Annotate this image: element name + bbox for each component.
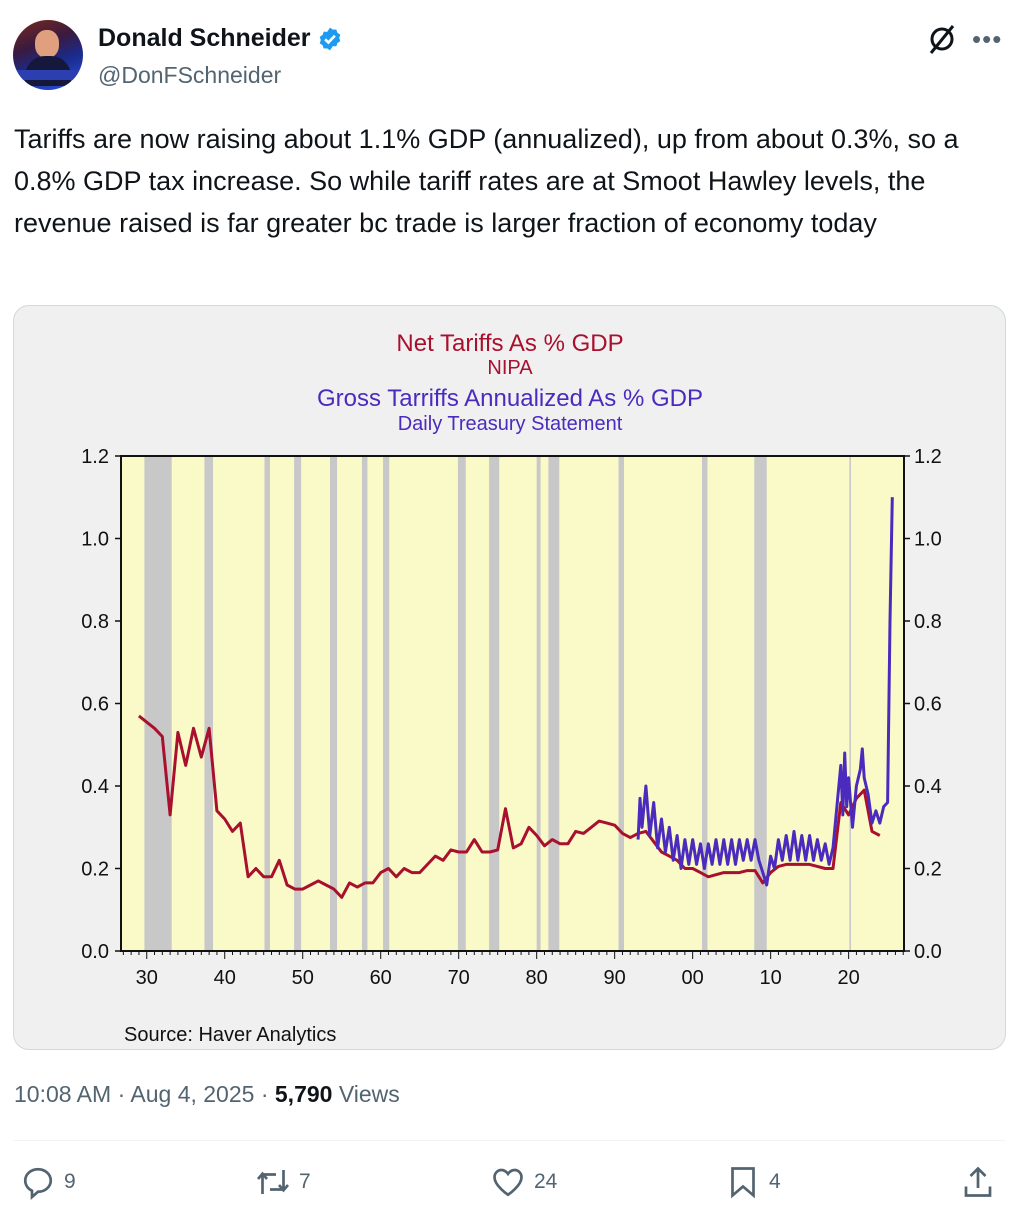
views-count: 5,790 [274, 1081, 333, 1107]
grok-icon[interactable] [925, 22, 959, 56]
y-tick-label-right: 0.0 [914, 941, 942, 963]
x-tick-label: 40 [214, 967, 236, 989]
author-name-row[interactable]: Donald Schneider [98, 24, 343, 53]
y-tick-label-left: 0.6 [81, 694, 109, 716]
reply-count: 9 [64, 1170, 76, 1193]
y-tick-label-right: 0.6 [914, 694, 942, 716]
y-tick-label-left: 1.0 [81, 529, 109, 551]
recession-band [489, 456, 500, 951]
x-tick-label: 50 [292, 967, 314, 989]
tweet-time[interactable]: 10:08 AM [14, 1081, 112, 1107]
plot-area [121, 456, 904, 951]
y-tick-label-left: 0.8 [81, 611, 109, 633]
views-label: Views [338, 1081, 400, 1107]
recession-band [702, 456, 708, 951]
recession-band [548, 456, 560, 951]
reply-button[interactable]: 9 [20, 1164, 76, 1200]
share-button[interactable] [960, 1164, 996, 1200]
chart-title-net: Net Tariffs As % GDP [396, 330, 623, 357]
author-name[interactable]: Donald Schneider [98, 24, 311, 52]
chart-subtitle-gross: Daily Treasury Statement [398, 413, 623, 435]
x-tick-label: 00 [682, 967, 704, 989]
like-count: 24 [534, 1170, 558, 1193]
recession-band [330, 456, 338, 951]
x-tick-label: 80 [526, 967, 548, 989]
x-tick-label: 20 [838, 967, 860, 989]
avatar-face [35, 30, 59, 58]
recession-band [144, 456, 172, 951]
x-tick-label: 30 [136, 967, 158, 989]
chart-image[interactable]: Net Tariffs As % GDP NIPA Gross Tarriffs… [13, 305, 1006, 1050]
y-tick-label-right: 0.2 [914, 859, 942, 881]
y-tick-label-left: 0.0 [81, 941, 109, 963]
tweet-meta: 10:08 AM · Aug 4, 2025 · 5,790 Views [14, 1081, 400, 1108]
recession-band [264, 456, 270, 951]
avatar-banner [13, 70, 83, 80]
gross-tariffs-line [636, 497, 894, 887]
tweet-text: Tariffs are now raising about 1.1% GDP (… [14, 124, 959, 238]
y-tick-label-left: 1.2 [81, 446, 109, 468]
bookmark-button[interactable]: 4 [725, 1164, 781, 1200]
author-handle[interactable]: @DonFSchneider [98, 62, 282, 88]
bookmark-count: 4 [769, 1170, 781, 1193]
x-tick-label: 90 [604, 967, 626, 989]
y-tick-label-right: 1.0 [914, 529, 942, 551]
like-button[interactable]: 24 [490, 1164, 557, 1200]
repost-button[interactable]: 7 [255, 1164, 311, 1200]
y-tick-label-right: 1.2 [914, 446, 942, 468]
tweet-date[interactable]: Aug 4, 2025 [130, 1081, 255, 1107]
chart-svg: Net Tariffs As % GDP NIPA Gross Tarriffs… [81, 330, 942, 1046]
reply-icon [23, 1167, 53, 1200]
repost-count: 7 [299, 1170, 311, 1193]
verified-badge-icon [319, 27, 340, 50]
bookmark-icon [731, 1167, 755, 1199]
x-tick-label: 10 [760, 967, 782, 989]
y-tick-label-right: 0.8 [914, 611, 942, 633]
recession-band [383, 456, 390, 951]
recession-band [754, 456, 767, 951]
meta-separator: · [117, 1081, 126, 1107]
more-icon[interactable]: ••• [972, 24, 1003, 54]
recession-band [457, 456, 466, 951]
y-tick-label-right: 0.4 [914, 776, 942, 798]
recession-band [204, 456, 214, 951]
net-tariffs-line [137, 714, 881, 899]
chart-title-gross: Gross Tarriffs Annualized As % GDP [317, 385, 703, 412]
chart-source: Source: Haver Analytics [124, 1024, 336, 1046]
chart-subtitle-net: NIPA [487, 357, 533, 379]
recession-band [849, 456, 851, 951]
x-tick-label: 60 [370, 967, 392, 989]
heart-icon [493, 1168, 523, 1197]
divider [13, 1140, 1005, 1141]
x-tick-label: 70 [448, 967, 470, 989]
recession-band [536, 456, 541, 951]
share-icon [964, 1166, 992, 1197]
meta-separator: · [260, 1081, 269, 1107]
y-tick-label-left: 0.2 [81, 859, 109, 881]
repost-icon [256, 1170, 290, 1194]
recession-band [294, 456, 302, 951]
y-tick-label-left: 0.4 [81, 776, 109, 798]
recession-band [618, 456, 625, 951]
avatar[interactable] [13, 20, 83, 90]
recession-band [361, 456, 368, 951]
